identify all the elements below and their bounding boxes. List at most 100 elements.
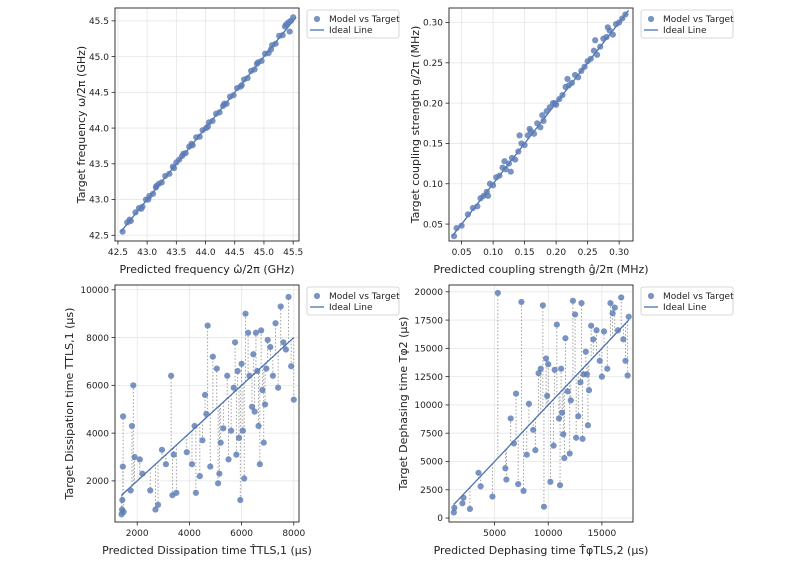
coupling-xtick-label-5: 0.30 [609,248,629,258]
coupling-point-17 [512,156,519,163]
coupling-point-57 [551,100,558,107]
coupling-legend-model: Model vs Target [663,15,734,25]
coupling-x-label: Predicted coupling strength ĝ/2π (MHz) [433,263,648,276]
coupling-xtick-label-3: 0.20 [546,248,566,258]
coupling-point-32 [559,91,566,99]
dephasing-point-30 [551,366,558,373]
dissipation-point-51 [246,372,253,379]
dephasing-point-23 [539,302,546,309]
dephasing-point-57 [596,357,603,364]
dephasing-point-17 [523,451,530,458]
freq-point-13 [166,170,173,177]
freq-point-52 [281,23,289,30]
freq-point-11 [158,179,165,186]
dissipation-point-56 [254,367,261,375]
freq-point-51 [286,28,293,35]
dephasing-point-60 [604,365,611,372]
dephasing-point-26 [544,392,551,399]
dissipation-point-49 [242,310,249,317]
dephasing-point-61 [607,300,614,307]
dephasing-point-59 [600,328,608,335]
dephasing-point-55 [590,336,597,343]
freq-ytick-label-1: 43.0 [89,196,109,206]
dissipation-point-16 [162,461,169,468]
dephasing-ytick-label-4: 10000 [414,401,443,411]
dissipation-point-13 [152,506,159,513]
freq-point-64 [180,150,187,157]
dephasing-legend-box [640,286,734,316]
dissipation-point-22 [188,461,196,468]
freq-ytick-label-6: 45.5 [89,17,109,27]
coupling-point-39 [581,63,588,70]
coupling-ytick-label-4: 0.25 [423,59,443,69]
dephasing-ytick-label-0: 0 [437,514,443,524]
dissipation-legend-marker [313,292,321,300]
coupling-point-1 [453,225,460,232]
frequency-y-label: Target frequency ω/2π (GHz) [75,46,88,204]
dissipation-ytick-label-0: 2000 [86,477,109,487]
frequency-legend-ideal: Ideal Line [329,26,373,36]
dissipation-point-60 [259,387,266,394]
freq-point-0 [119,228,126,235]
dissipation-point-36 [220,425,227,432]
coupling-point-53 [501,158,508,165]
freq-ytick-label-2: 43.5 [89,160,109,170]
dissipation-legend-box [306,286,400,316]
coupling-point-20 [521,141,528,149]
freq-xtick-label-4: 44.5 [225,248,245,258]
dissipation-ytick-label-1: 4000 [86,429,109,439]
dephasing-point-58 [598,373,605,380]
dephasing-point-31 [553,321,560,328]
dephasing-point-33 [556,482,564,489]
dephasing-point-65 [618,294,625,301]
dephasing-point-19 [530,426,537,433]
dephasing-ytick-label-1: 2500 [420,486,443,496]
dephasing-legend-model: Model vs Target [663,292,734,302]
dephasing-point-56 [593,327,600,334]
dephasing-ytick-label-5: 12500 [414,373,443,383]
dephasing-point-40 [566,450,573,457]
dephasing-ytick-label-2: 5000 [420,458,443,468]
freq-point-59 [170,164,178,172]
freq-point-50 [290,14,297,21]
dephasing-axes-frame [448,284,634,523]
coupling-point-2 [458,222,465,229]
dissipation-point-38 [225,456,232,463]
dephasing-ytick-label-6: 15000 [414,345,443,355]
coupling-point-60 [604,24,611,31]
coupling-scatter-panel: 0.05 0.10 0.15 0.20 0.25 0.30 0.05 0.10 0.15 0.20… [409,7,734,276]
dissipation-point-67 [272,320,279,327]
dissipation-point-59 [258,327,265,334]
dephasing-point-11 [507,415,514,422]
dephasing-y-label: Target Dephasing time Tφ2 (μs) [397,317,410,492]
freq-point-53 [267,46,275,53]
dissipation-point-37 [224,372,231,379]
dissipation-point-15 [158,446,166,453]
freq-ytick-label-3: 44.0 [89,124,109,134]
freq-point-61 [138,205,145,212]
dissipation-legend-model: Model vs Target [329,292,400,302]
dissipation-point-4 [119,413,127,420]
coupling-legend-box [640,9,734,39]
dissipation-y-label: Target Dissipation time TTLS,1 (μs) [63,308,76,501]
freq-point-22 [196,133,203,140]
dephasing-point-5 [475,469,482,476]
dissipation-point-7 [128,422,136,430]
coupling-point-48 [609,31,616,38]
dephasing-ytick-label-7: 17500 [414,316,443,326]
dephasing-point-24 [540,503,548,510]
dissipation-point-61 [260,439,267,446]
dissipation-point-25 [196,473,203,480]
freq-point-55 [238,82,245,89]
dephasing-point-1 [451,504,458,511]
dephasing-point-16 [520,487,527,494]
freq-point-62 [126,216,133,223]
freq-xtick-label-1: 43.0 [137,248,157,258]
dissipation-point-66 [269,372,277,379]
dephasing-point-7 [489,493,496,500]
coupling-point-12 [496,172,503,179]
freq-point-8 [149,190,157,197]
dissipation-point-68 [275,384,282,391]
dephasing-point-38 [562,335,569,342]
